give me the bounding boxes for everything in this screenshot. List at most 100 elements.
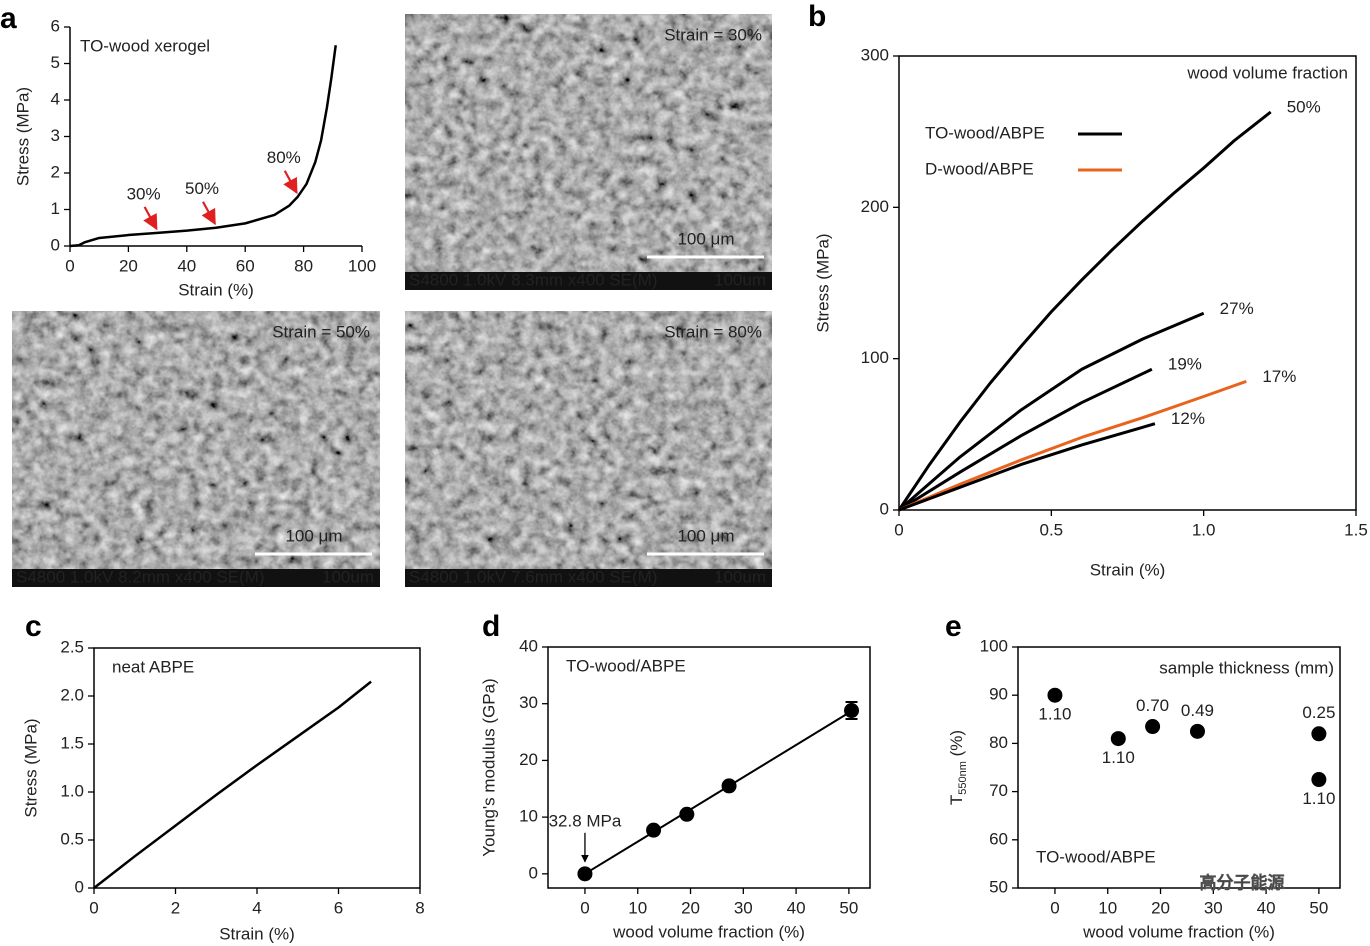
panel-letter: b	[808, 0, 826, 33]
y-tick-label: 2.0	[60, 685, 84, 704]
y-tick-label: 100	[861, 348, 889, 367]
x-tick-label: 0	[580, 898, 589, 917]
image-footer	[12, 569, 380, 587]
image-footer-scale: 100um	[714, 270, 766, 289]
x-tick-label: 0	[89, 898, 98, 917]
y-axis-label-part: 550nm	[957, 761, 969, 795]
y-axis-label-part: (%)	[947, 730, 966, 761]
data-point	[577, 866, 593, 882]
y-tick-label: 90	[989, 685, 1008, 704]
sem-image: Strain = 80% 100 μm S4800 1.0kV 7.6mm x400…	[405, 311, 772, 587]
data-point	[1110, 731, 1126, 747]
image-footer-text: S4800 1.0kV 8.2mm x400 SE(M)	[16, 567, 265, 586]
chart-panel: b 0 0.5 1.0 1.5 0 100 200 300 Strain (%) Stress (M…	[808, 0, 1368, 579]
y-axis-label: Stress (MPa)	[813, 233, 832, 332]
x-tick-label: 30	[734, 898, 753, 917]
y-tick-label: 0	[880, 499, 889, 518]
x-tick-label: 20	[119, 256, 138, 275]
y-axis-label-part: T	[947, 795, 966, 805]
fit-line	[584, 711, 850, 875]
chart-title: TO-wood/ABPE	[566, 656, 686, 675]
image-footer-text: S4800 1.0kV 8.3mm x400 SE(M)	[409, 270, 658, 289]
legend-label: D-wood/ABPE	[925, 159, 1034, 178]
x-tick-label: 0	[65, 256, 74, 275]
sem-image: Strain = 30% 100 μm S4800 1.0kV 8.3mm x400…	[405, 14, 772, 290]
x-tick-label: 4	[252, 898, 261, 917]
curve	[898, 379, 1247, 512]
x-tick-label: 30	[1204, 898, 1223, 917]
chart-panel: e 0 10 20 30 40 50 50 60 70 80 90 100 wood volume fra…	[945, 610, 1341, 941]
x-tick-label: 10	[628, 898, 647, 917]
x-tick-label: 100	[348, 256, 376, 275]
image-footer-scale: 100um	[322, 567, 374, 586]
y-tick-label: 4	[51, 89, 60, 108]
y-tick-label: 10	[519, 807, 538, 826]
x-tick-label: 20	[681, 898, 700, 917]
y-tick-label: 0	[529, 863, 538, 882]
x-tick-label: 80	[294, 256, 313, 275]
scale-bar-label: 100 μm	[677, 229, 734, 248]
y-tick-label: 3	[51, 126, 60, 145]
data-point	[1047, 687, 1063, 703]
annotation: 32.8 MPa	[549, 811, 622, 830]
point-label: 1.10	[1302, 789, 1335, 808]
x-tick-label: 10	[1098, 898, 1117, 917]
x-tick-label: 1.5	[1344, 520, 1368, 539]
watermark: 高分子能源	[1200, 873, 1285, 892]
y-tick-label: 300	[861, 45, 889, 64]
image-texture	[12, 311, 380, 569]
curve-label: 27%	[1220, 299, 1254, 318]
y-tick-label: 2	[51, 162, 60, 181]
x-tick-label: 1.0	[1192, 520, 1216, 539]
curve-label: 19%	[1168, 355, 1202, 374]
image-footer-text: S4800 1.0kV 7.6mm x400 SE(M)	[409, 567, 658, 586]
y-tick-label: 1.5	[60, 733, 84, 752]
y-tick-label: 5	[51, 53, 60, 72]
point-label: 0.25	[1302, 703, 1335, 722]
y-tick-label: 30	[519, 693, 538, 712]
x-tick-label: 40	[1257, 898, 1276, 917]
y-tick-label: 70	[989, 781, 1008, 800]
legend-label: TO-wood/ABPE	[925, 123, 1045, 142]
data-point	[1311, 726, 1327, 742]
annotation: 80%	[267, 148, 301, 167]
strain-label: Strain = 50%	[272, 322, 370, 341]
x-tick-label: 8	[415, 898, 424, 917]
x-tick-label: 40	[177, 256, 196, 275]
x-tick-label: 0.5	[1040, 520, 1064, 539]
x-tick-label: 0	[894, 520, 903, 539]
data-point	[679, 806, 695, 822]
x-axis-label: Strain (%)	[1090, 560, 1166, 579]
scale-bar-label: 100 μm	[677, 526, 734, 545]
plot-frame	[898, 55, 1357, 511]
y-tick-label: 100	[980, 636, 1008, 655]
data-point	[721, 778, 737, 794]
curve	[898, 422, 1156, 512]
x-axis-label: Strain (%)	[178, 280, 254, 299]
plot-frame	[547, 646, 871, 889]
x-tick-label: 2	[171, 898, 180, 917]
x-tick-label: 20	[1151, 898, 1170, 917]
y-tick-label: 2.5	[60, 637, 84, 656]
legend-title: wood volume fraction	[1186, 63, 1348, 82]
panel-letter: e	[945, 610, 962, 643]
point-label: 0.70	[1136, 696, 1169, 715]
curve-label: 50%	[1287, 97, 1321, 116]
annotation: 30%	[127, 184, 161, 203]
x-axis-label: Strain (%)	[219, 924, 295, 943]
x-tick-label: 6	[334, 898, 343, 917]
chart-panel: d 0 10 20 30 40 50 0 10 20 30 40 wood volume fractio…	[479, 610, 871, 941]
chart-title: TO-wood/ABPE	[1036, 847, 1156, 866]
y-tick-label: 20	[519, 750, 538, 769]
image-footer	[405, 569, 772, 587]
x-tick-label: 50	[839, 898, 858, 917]
y-tick-label: 1.0	[60, 781, 84, 800]
y-axis-label: T550nm (%)	[947, 730, 968, 805]
x-tick-label: 40	[787, 898, 806, 917]
y-axis-label: Young's modulus (GPa)	[479, 678, 498, 856]
point-label: 1.10	[1038, 705, 1071, 724]
chart-subtitle: sample thickness (mm)	[1159, 658, 1334, 677]
panel-letter: a	[0, 2, 17, 35]
point-label: 0.49	[1181, 701, 1214, 720]
